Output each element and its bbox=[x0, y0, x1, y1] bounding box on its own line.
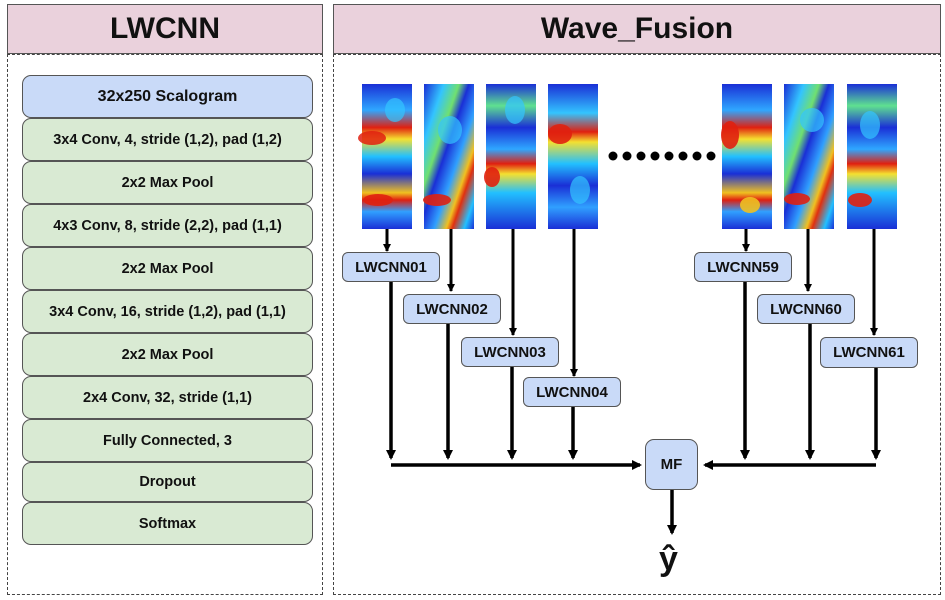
layer-softmax: Softmax bbox=[22, 502, 313, 545]
node-lwcnn60: LWCNN60 bbox=[757, 294, 855, 324]
ellipsis-dots bbox=[608, 151, 716, 161]
node-lwcnn02: LWCNN02 bbox=[403, 294, 501, 324]
scalogram-02 bbox=[423, 84, 474, 229]
lwcnn-panel bbox=[7, 54, 323, 595]
image-to-node-arrows bbox=[383, 229, 878, 377]
node-lwcnn01: LWCNN01 bbox=[342, 252, 440, 282]
node-lwcnn04: LWCNN04 bbox=[523, 377, 621, 407]
scalogram-03 bbox=[484, 84, 536, 229]
lwcnn-title: LWCNN bbox=[7, 4, 323, 54]
scalogram-59 bbox=[721, 84, 772, 229]
layer-conv-2: 4x3 Conv, 8, stride (2,2), pad (1,1) bbox=[22, 204, 313, 247]
scalogram-60 bbox=[784, 84, 834, 229]
node-lwcnn59: LWCNN59 bbox=[694, 252, 792, 282]
layer-input-scalogram: 32x250 Scalogram bbox=[22, 75, 313, 118]
output-y-hat: ŷ bbox=[659, 540, 678, 578]
merge-fusion-node: MF bbox=[645, 439, 698, 490]
layer-conv-3: 3x4 Conv, 16, stride (1,2), pad (1,1) bbox=[22, 290, 313, 333]
layer-fully-connected: Fully Connected, 3 bbox=[22, 419, 313, 462]
scalogram-04 bbox=[548, 84, 598, 229]
layer-maxpool-2: 2x2 Max Pool bbox=[22, 247, 313, 290]
layer-maxpool-1: 2x2 Max Pool bbox=[22, 161, 313, 204]
wave-fusion-title: Wave_Fusion bbox=[333, 4, 941, 54]
node-lwcnn61: LWCNN61 bbox=[820, 337, 918, 368]
layer-dropout: Dropout bbox=[22, 462, 313, 502]
layer-conv-1: 3x4 Conv, 4, stride (1,2), pad (1,2) bbox=[22, 118, 313, 161]
layer-conv-4: 2x4 Conv, 32, stride (1,1) bbox=[22, 376, 313, 419]
wave-fusion-panel bbox=[333, 54, 941, 595]
scalogram-61 bbox=[847, 84, 897, 229]
layer-maxpool-3: 2x2 Max Pool bbox=[22, 333, 313, 376]
node-lwcnn03: LWCNN03 bbox=[461, 337, 559, 367]
merge-lines bbox=[391, 460, 876, 535]
node-to-merge-arrows bbox=[386, 282, 881, 460]
scalogram-01 bbox=[358, 84, 412, 229]
